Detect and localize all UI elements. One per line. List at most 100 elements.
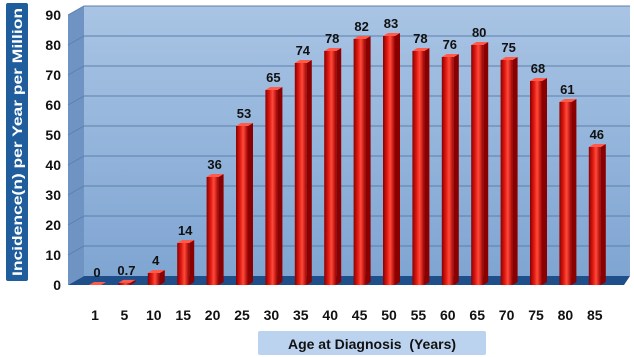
x-tick-label: 15 <box>175 307 191 323</box>
bar-body <box>559 102 572 285</box>
y-tick-label: 30 <box>45 187 61 203</box>
bar <box>471 42 489 285</box>
bar-side <box>542 78 547 285</box>
bar-data-label: 83 <box>384 16 398 31</box>
x-tick-label: 75 <box>528 307 544 323</box>
bar-side <box>159 270 165 285</box>
bar <box>412 48 430 285</box>
bar-data-label: 82 <box>354 19 368 34</box>
bar-data-label: 78 <box>413 31 427 46</box>
bar-data-label: 74 <box>296 43 311 58</box>
bar-data-label: 76 <box>443 37 457 52</box>
bar-side <box>306 60 312 285</box>
bar <box>294 60 312 285</box>
bar-cap <box>500 57 518 60</box>
bar-cap <box>89 282 106 285</box>
bar <box>588 144 606 285</box>
bar-data-label: 78 <box>325 31 339 46</box>
bar <box>118 279 136 285</box>
bar <box>500 57 518 285</box>
gridline <box>67 5 630 16</box>
x-tick-label: 20 <box>205 307 221 323</box>
bar <box>530 78 547 285</box>
x-tick-label: 5 <box>121 307 129 323</box>
y-tick-label: 0 <box>53 277 61 293</box>
y-tick-label: 60 <box>45 97 61 113</box>
bar-data-label: 80 <box>472 25 486 40</box>
bar-side <box>189 240 195 285</box>
x-tick-label: 40 <box>322 307 338 323</box>
y-tick-label: 50 <box>45 127 61 143</box>
bar-body <box>147 273 160 285</box>
x-tick-label: 65 <box>469 307 485 323</box>
bar-cap <box>530 78 547 81</box>
bar-side <box>130 279 136 285</box>
bar-side <box>336 48 342 285</box>
bar-body <box>206 177 219 285</box>
y-tick-label: 90 <box>45 7 61 23</box>
bar-cap <box>383 33 400 36</box>
bar-body <box>294 63 307 285</box>
bar <box>383 33 400 285</box>
bar-cap <box>236 123 253 126</box>
bar-side <box>600 144 606 285</box>
bar-cap <box>177 240 195 243</box>
bar-data-label: 14 <box>178 223 193 238</box>
x-tick-label: 45 <box>352 307 368 323</box>
bar-cap <box>147 270 165 273</box>
bar <box>89 282 106 285</box>
bar-cap <box>588 144 606 147</box>
bar <box>324 48 342 285</box>
y-tick-label: 40 <box>45 157 61 173</box>
bar <box>147 270 165 285</box>
bar-body <box>500 60 513 285</box>
x-tick-label: 30 <box>264 307 280 323</box>
bar-cap <box>441 54 459 57</box>
bar <box>177 240 195 285</box>
x-tick-label: 50 <box>381 307 397 323</box>
bar-cap <box>294 60 312 63</box>
bar-side <box>424 48 430 285</box>
bar-cap <box>353 36 371 39</box>
bar-data-label: 75 <box>501 40 515 55</box>
y-axis-ticks: 0 10 20 30 40 50 60 70 80 90 <box>45 7 61 293</box>
x-axis-ticks: 1 5 10 15 20 25 30 35 40 45 50 55 60 65 70 75 80 85 <box>91 307 603 323</box>
bar-cap <box>324 48 342 51</box>
bar-data-label: 53 <box>237 106 251 121</box>
bar-side <box>277 87 283 285</box>
bar-side <box>365 36 371 285</box>
gridline <box>67 35 630 46</box>
y-axis-title-text: Incidence(n) per Year per Million <box>9 8 25 276</box>
x-tick-label: 70 <box>499 307 515 323</box>
bar <box>206 174 224 285</box>
x-tick-label: 35 <box>293 307 309 323</box>
bar-body <box>265 90 278 285</box>
bar-labels: 0 0.7 4 14 36 53 65 74 78 82 83 78 76 80 75 68 61 46 <box>93 16 604 280</box>
y-tick-label: 80 <box>45 37 61 53</box>
bar-side <box>512 57 518 285</box>
bar-data-label: 36 <box>207 157 221 172</box>
bar-body <box>324 51 337 285</box>
bar-cap <box>206 174 224 177</box>
bar-data-label: 65 <box>266 70 280 85</box>
plot-side-wall <box>68 6 84 285</box>
bar-body <box>588 147 601 285</box>
bar <box>236 123 253 285</box>
bar-side <box>453 54 459 285</box>
bars <box>89 33 606 285</box>
y-tick-label: 20 <box>45 217 61 233</box>
bar-cap <box>471 42 489 45</box>
bar-body <box>383 36 395 285</box>
bar <box>353 36 371 285</box>
bar-body <box>530 81 542 285</box>
bar-cap <box>559 99 577 102</box>
x-tick-label: 25 <box>234 307 250 323</box>
bar-data-label: 68 <box>531 61 545 76</box>
x-tick-label: 80 <box>558 307 574 323</box>
bar-side <box>248 123 253 285</box>
bar-cap <box>265 87 283 90</box>
bar-side <box>483 42 489 285</box>
bar-body <box>118 282 131 285</box>
x-tick-label: 10 <box>146 307 162 323</box>
bar-body <box>236 126 248 285</box>
